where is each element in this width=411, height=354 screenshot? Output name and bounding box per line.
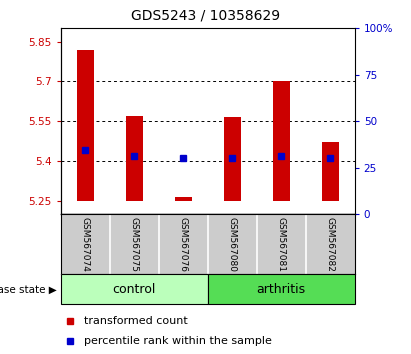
Text: GSM567082: GSM567082 [326, 217, 335, 272]
Text: GSM567075: GSM567075 [130, 217, 139, 272]
Text: GSM567076: GSM567076 [179, 217, 188, 272]
Bar [208, 274, 355, 304]
Bar [175, 197, 192, 201]
Text: arthritis: arthritis [256, 283, 306, 296]
Text: GSM567081: GSM567081 [277, 217, 286, 272]
Bar [322, 143, 339, 201]
Bar [272, 81, 290, 201]
Text: transformed count: transformed count [84, 316, 188, 326]
Text: GDS5243 / 10358629: GDS5243 / 10358629 [131, 9, 280, 23]
Bar [61, 274, 208, 304]
Text: GSM567074: GSM567074 [81, 217, 90, 272]
Text: control: control [113, 283, 156, 296]
Text: percentile rank within the sample: percentile rank within the sample [84, 336, 272, 346]
Bar [77, 50, 94, 201]
Text: GSM567080: GSM567080 [228, 217, 237, 272]
Text: disease state ▶: disease state ▶ [0, 284, 57, 295]
Bar [224, 117, 241, 201]
Bar [126, 116, 143, 201]
